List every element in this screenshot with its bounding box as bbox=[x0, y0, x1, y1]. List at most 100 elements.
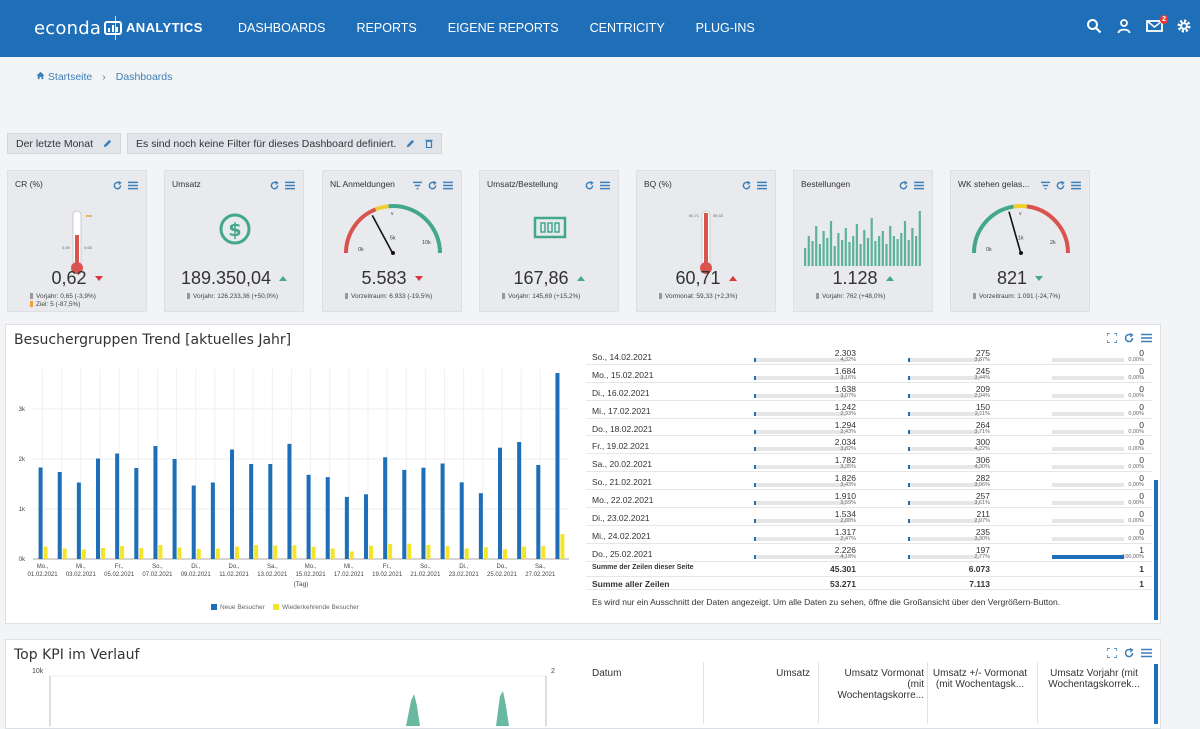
menu-icon[interactable] bbox=[1141, 333, 1152, 343]
legend-swatch bbox=[211, 604, 217, 610]
row-date: Do., 25.02.2021 bbox=[592, 548, 653, 559]
bar-neue-besucher bbox=[383, 457, 388, 559]
kpi-target: Ziel: 5 (-87,5%) bbox=[30, 301, 80, 308]
trash-icon[interactable] bbox=[425, 139, 433, 148]
col-datum[interactable]: Datum bbox=[592, 668, 622, 679]
x-tick-date: 13.02.2021 bbox=[257, 572, 288, 578]
col-umsatz-vormonat[interactable]: Umsatz Vormonat (mit Wochentagskorre... bbox=[837, 668, 924, 701]
x-tick-date: 07.02.2021 bbox=[142, 572, 173, 578]
kpi-tile[interactable]: WK stehen gelas... 0k 1k 2k v 821 Vorzeitraum:… bbox=[950, 170, 1090, 312]
nav-centricity[interactable]: CENTRICITY bbox=[589, 21, 665, 35]
pct-wiederkehrende: 3,44% bbox=[974, 374, 990, 381]
menu-icon[interactable] bbox=[600, 177, 610, 195]
kpi-title: BQ (%) bbox=[644, 179, 672, 189]
col-umsatz[interactable]: Umsatz bbox=[776, 668, 810, 679]
refresh-icon[interactable] bbox=[428, 177, 437, 195]
table-row[interactable]: Di., 16.02.2021 1.638 3,07% 209 2,94% 0 0,00% bbox=[586, 383, 1152, 401]
menu-icon[interactable] bbox=[757, 177, 767, 195]
share-bar bbox=[1052, 447, 1124, 452]
thermo-label-right: 0,65 bbox=[84, 245, 93, 250]
pencil-icon[interactable] bbox=[406, 139, 415, 148]
kpi-tile[interactable]: Bestellungen 1.128 Vorjahr: 762 (+48,0%) bbox=[793, 170, 933, 312]
breadcrumb-current[interactable]: Dashboards bbox=[115, 71, 173, 83]
refresh-icon[interactable] bbox=[1056, 177, 1065, 195]
kpi-title: WK stehen gelas... bbox=[958, 179, 1030, 189]
user-icon[interactable] bbox=[1116, 18, 1134, 36]
table-row[interactable]: So., 21.02.2021 1.826 3,43% 282 3,96% 0 0,00% bbox=[586, 472, 1152, 491]
refresh-icon[interactable] bbox=[899, 177, 908, 195]
pct-other: 0,00% bbox=[1128, 374, 1144, 381]
kpi-tile[interactable]: CR (%) 0,49 0,65 0,62 Vorjahr: 0,65 (-3,9%) Z… bbox=[7, 170, 147, 312]
table-row[interactable]: Mi., 24.02.2021 1.317 2,47% 235 3,30% 0 0,00% bbox=[586, 526, 1152, 544]
refresh-icon[interactable] bbox=[1124, 648, 1134, 658]
share-bar bbox=[1052, 465, 1124, 470]
pencil-icon[interactable] bbox=[103, 139, 112, 148]
menu-icon[interactable] bbox=[1071, 177, 1081, 195]
table-row[interactable]: Mi., 17.02.2021 1.242 2,33% 150 2,11% 0 0,00% bbox=[586, 401, 1152, 419]
menu-icon[interactable] bbox=[443, 177, 453, 195]
menu-icon[interactable] bbox=[128, 177, 138, 195]
filter-icon[interactable] bbox=[413, 177, 422, 195]
nav-plug-ins[interactable]: PLUG-INS bbox=[695, 21, 755, 35]
menu-icon[interactable] bbox=[1141, 648, 1152, 658]
search-icon[interactable] bbox=[1086, 18, 1104, 36]
expand-icon[interactable] bbox=[1107, 648, 1117, 658]
col-umsatz-vorjahr[interactable]: Umsatz Vorjahr (mit Wochentagskorrek... bbox=[1048, 668, 1140, 690]
refresh-icon[interactable] bbox=[113, 177, 122, 195]
nav-reports[interactable]: REPORTS bbox=[356, 21, 417, 35]
menu-icon[interactable] bbox=[914, 177, 924, 195]
kpi-tile[interactable]: BQ (%) 60,71 59,33 60,71 Vormonat: 59,33 (+2… bbox=[636, 170, 776, 312]
table-scrollbar[interactable] bbox=[1154, 480, 1158, 620]
pct-other: 0,00% bbox=[1128, 518, 1144, 525]
breadcrumb-home[interactable]: Startseite bbox=[36, 71, 92, 83]
expand-icon[interactable] bbox=[1107, 333, 1117, 343]
product-name: ANALYTICS bbox=[126, 20, 203, 35]
pct-wiederkehrende: 2,77% bbox=[974, 553, 990, 560]
kpi-tile[interactable]: NL Anmeldungen 0k 5k 10k v 5.583 Vorzeitraum: … bbox=[322, 170, 462, 312]
filter-icon[interactable] bbox=[1041, 177, 1050, 195]
kpi-tile[interactable]: Umsatz/Bestellung 167,86 Vorjahr: 145,69 (… bbox=[479, 170, 619, 312]
menu-icon[interactable] bbox=[285, 177, 295, 195]
table-scrollbar[interactable] bbox=[1154, 664, 1158, 724]
table-row[interactable]: Fr., 19.02.2021 2.034 3,82% 300 4,22% 0 0,00% bbox=[586, 436, 1152, 455]
bar-neue-besucher bbox=[57, 472, 62, 559]
period-filter[interactable]: Der letzte Monat bbox=[7, 133, 122, 154]
breadcrumb: Startseite › Dashboards bbox=[36, 71, 172, 83]
trend-arrow-icon bbox=[1035, 276, 1044, 281]
row-date: Mo., 22.02.2021 bbox=[592, 495, 654, 506]
nav-dashboards[interactable]: DASHBOARDS bbox=[238, 21, 326, 35]
refresh-icon[interactable] bbox=[585, 177, 594, 195]
pct-neue-besucher: 4,18% bbox=[840, 553, 856, 560]
period-filter-label: Der letzte Monat bbox=[16, 137, 94, 150]
econda-logo[interactable]: econda bbox=[34, 18, 123, 39]
bar-neue-besucher bbox=[191, 485, 196, 559]
value-other: 0 bbox=[1139, 437, 1144, 448]
refresh-icon[interactable] bbox=[1124, 333, 1134, 343]
pct-wiederkehrende: 3,71% bbox=[974, 428, 990, 435]
nav-eigene-reports[interactable]: EIGENE REPORTS bbox=[447, 21, 559, 35]
table-row[interactable]: Di., 23.02.2021 1.534 2,88% 211 2,97% 0 0,00% bbox=[586, 508, 1152, 526]
bar-wiederkehrende-besucher bbox=[330, 548, 335, 559]
gear-icon[interactable] bbox=[1176, 18, 1194, 36]
row-date: Fr., 19.02.2021 bbox=[592, 441, 650, 452]
value-neue-besucher: 1.294 bbox=[834, 419, 856, 430]
table-row[interactable]: Sa., 20.02.2021 1.782 3,35% 306 4,30% 0 0,00% bbox=[586, 454, 1152, 473]
kpi-tile[interactable]: Umsatz $189.350,04 Vorjahr: 126.233,36 (+5… bbox=[164, 170, 304, 312]
share-bar bbox=[908, 411, 980, 416]
table-row[interactable]: Do., 18.02.2021 1.294 2,43% 264 3,71% 0 0,00% bbox=[586, 419, 1152, 437]
bar-neue-besucher bbox=[517, 442, 522, 559]
table-row[interactable]: Do., 25.02.2021 2.226 4,18% 197 2,77% 1 100,00… bbox=[586, 544, 1152, 562]
refresh-icon[interactable] bbox=[742, 177, 751, 195]
pct-neue-besucher: 3,43% bbox=[840, 482, 856, 489]
kpi-value: 1.128 bbox=[794, 268, 932, 289]
value-other: 0 bbox=[1139, 401, 1144, 412]
table-row[interactable]: Mo., 22.02.2021 1.910 3,59% 257 3,61% 0 0,00% bbox=[586, 490, 1152, 509]
table-row[interactable]: Mo., 15.02.2021 1.684 3,16% 245 3,44% 0 0,00% bbox=[586, 365, 1152, 383]
mail-icon[interactable]: 2 bbox=[1146, 15, 1168, 36]
pct-neue-besucher: 2,88% bbox=[840, 518, 856, 525]
col-umsatz-diff-vormonat[interactable]: Umsatz +/- Vormonat (mit Wochentagsk... bbox=[932, 668, 1028, 690]
refresh-icon[interactable] bbox=[270, 177, 279, 195]
gauge-meter: 0k 1k 2k v bbox=[972, 204, 1070, 255]
table-row[interactable]: So., 14.02.2021 2.303 4,32% 275 3,87% 0 0,00% bbox=[586, 347, 1152, 365]
pct-wiederkehrende: 4,22% bbox=[974, 446, 990, 453]
